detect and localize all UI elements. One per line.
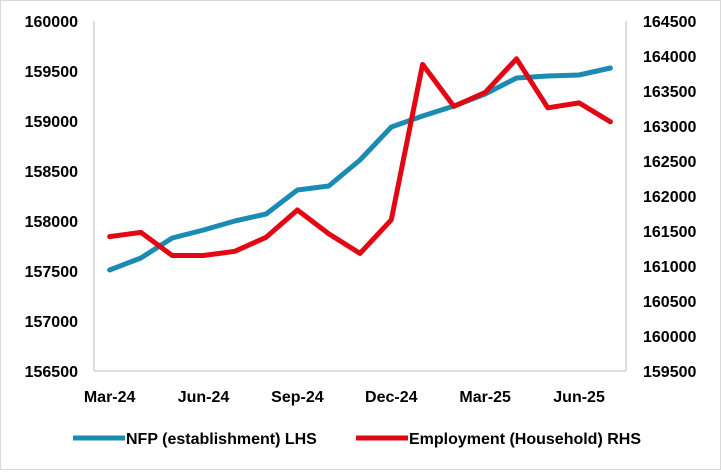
y-right-tick-label: 161000 (643, 259, 696, 276)
y-left-tick-labels: 156500 157000 157500 158000 158500 159000 1595… (25, 14, 78, 381)
legend-label-household: Employment (Household) RHS (409, 431, 641, 448)
legend-label-nfp: NFP (establishment) LHS (126, 431, 317, 448)
x-tick-label: Sep-24 (271, 389, 324, 406)
y-right-tick-label: 160000 (643, 329, 696, 346)
x-tick-label: Dec-24 (365, 389, 418, 406)
y-left-tick-label: 157500 (25, 264, 78, 281)
y-left-tick-label: 158500 (25, 164, 78, 181)
x-tick-label: Mar-25 (459, 389, 511, 406)
y-right-tick-label: 164000 (643, 49, 696, 66)
x-tick-label: Jun-25 (553, 389, 605, 406)
y-left-tick-label: 156500 (25, 364, 78, 381)
x-tick-label: Mar-24 (84, 389, 136, 406)
household-series-line (107, 56, 613, 258)
nfp-series-line (107, 65, 613, 273)
y-right-tick-label: 159500 (643, 364, 696, 381)
y-left-tick-label: 159000 (25, 114, 78, 131)
x-tick-labels: Mar-24 Jun-24 Sep-24 Dec-24 Mar-25 Jun-25 (84, 389, 605, 406)
y-right-tick-label: 164500 (643, 14, 696, 31)
y-right-tick-label: 161500 (643, 224, 696, 241)
legend: NFP (establishment) LHS Employment (Hous… (73, 431, 641, 448)
y-right-tick-label: 163000 (643, 119, 696, 136)
y-right-tick-labels: 159500 160000 160500 161000 161500 162000 1625… (643, 14, 696, 381)
y-left-tick-label: 159500 (25, 64, 78, 81)
y-right-tick-label: 162000 (643, 189, 696, 206)
y-right-tick-label: 162500 (643, 154, 696, 171)
y-left-tick-label: 157000 (25, 314, 78, 331)
x-tick-label: Jun-24 (178, 389, 230, 406)
y-right-tick-label: 163500 (643, 84, 696, 101)
series-lines (107, 56, 613, 273)
y-left-tick-label: 158000 (25, 214, 78, 231)
y-right-tick-label: 160500 (643, 294, 696, 311)
y-left-tick-label: 160000 (25, 14, 78, 31)
